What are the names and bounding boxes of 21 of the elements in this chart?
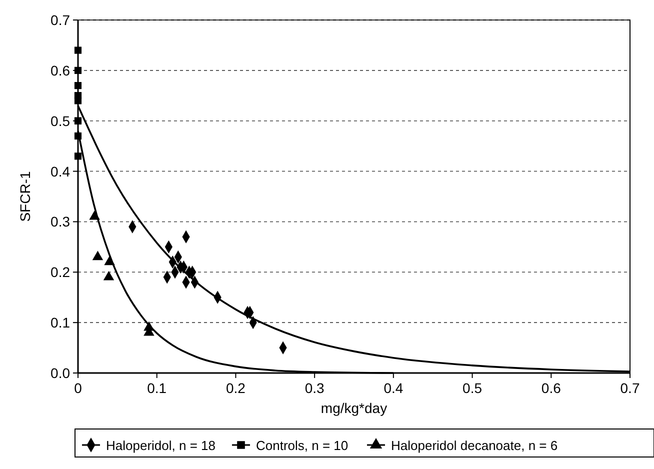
x-tick-label: 0.4 xyxy=(384,380,404,396)
x-tick-label: 0.3 xyxy=(304,380,325,396)
x-tick-label: 0.2 xyxy=(226,380,246,396)
y-tick-label: 0.7 xyxy=(50,12,70,28)
y-tick-label: 0.0 xyxy=(50,365,70,381)
legend-label: Haloperidol, n = 18 xyxy=(106,438,216,453)
y-axis-title: SFCR-1 xyxy=(17,171,33,222)
y-tick-label: 0.1 xyxy=(50,314,70,331)
legend-label: Controls, n = 10 xyxy=(256,438,348,453)
x-tick-label: 0.1 xyxy=(147,380,167,396)
y-tick-label: 0.4 xyxy=(50,163,70,180)
y-tick-label: 0.5 xyxy=(50,112,70,129)
x-tick-label: 0 xyxy=(74,380,82,396)
x-tick-label: 0.6 xyxy=(541,380,562,396)
x-tick-label: 0.5 xyxy=(462,380,482,396)
y-tick-label: 0.6 xyxy=(50,62,70,78)
x-tick-label: 0.7 xyxy=(620,380,640,396)
legend-label: Haloperidol decanoate, n = 6 xyxy=(391,438,558,453)
y-tick-label: 0.2 xyxy=(50,264,70,280)
x-axis-title: mg/kg*day xyxy=(320,400,388,416)
y-tick-label: 0.3 xyxy=(50,214,70,230)
